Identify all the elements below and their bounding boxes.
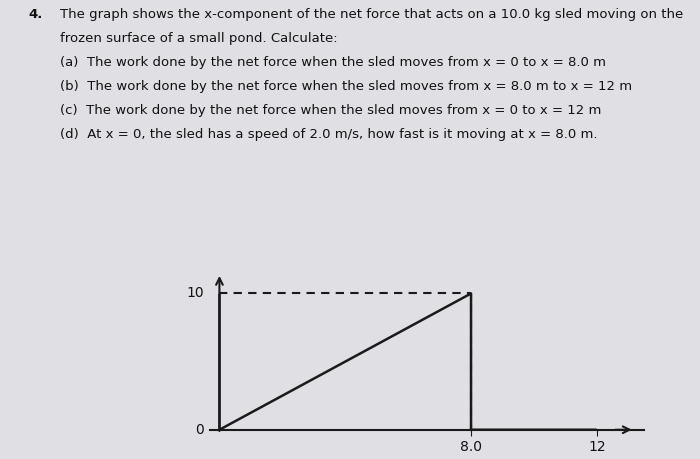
Text: 0: 0	[195, 423, 204, 437]
Text: (d)  At x = 0, the sled has a speed of 2.0 m/s, how fast is it moving at x = 8.0: (d) At x = 0, the sled has a speed of 2.…	[60, 128, 597, 141]
Text: (a)  The work done by the net force when the sled moves from x = 0 to x = 8.0 m: (a) The work done by the net force when …	[60, 56, 606, 69]
Text: 10: 10	[186, 286, 204, 301]
Text: 4.: 4.	[28, 8, 43, 21]
Text: (b)  The work done by the net force when the sled moves from x = 8.0 m to x = 12: (b) The work done by the net force when …	[60, 80, 631, 93]
Text: The graph shows the x-component of the net force that acts on a 10.0 kg sled mov: The graph shows the x-component of the n…	[60, 8, 682, 21]
Text: frozen surface of a small pond. Calculate:: frozen surface of a small pond. Calculat…	[60, 32, 337, 45]
Text: (c)  The work done by the net force when the sled moves from x = 0 to x = 12 m: (c) The work done by the net force when …	[60, 104, 601, 117]
